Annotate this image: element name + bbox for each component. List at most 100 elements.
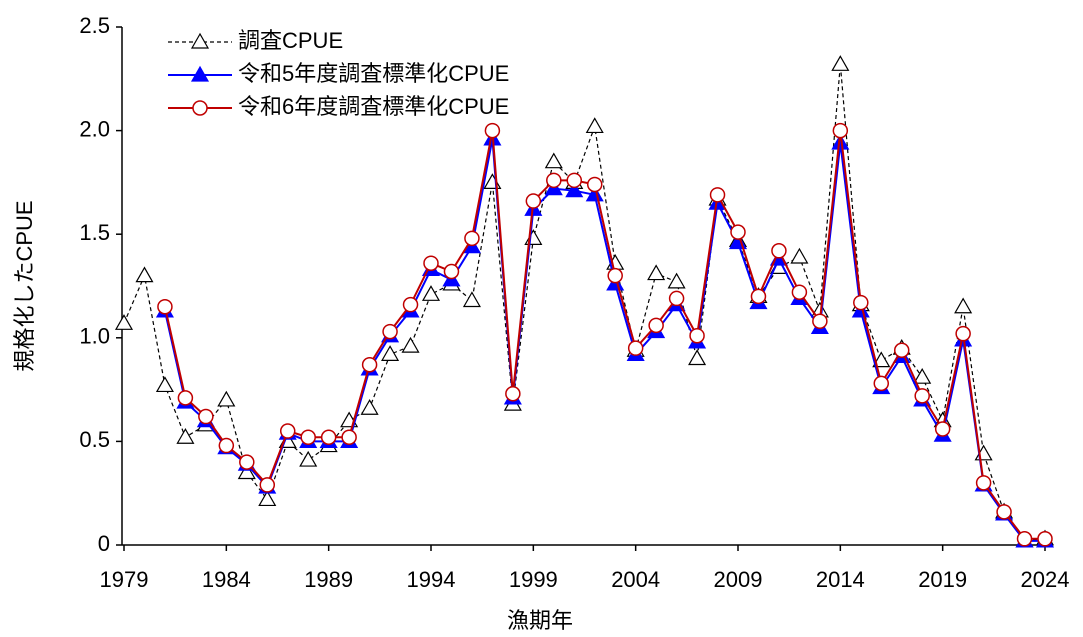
x-tick-label: 1979 — [100, 567, 149, 592]
point — [177, 390, 194, 406]
point — [401, 336, 420, 353]
point — [544, 152, 563, 169]
point — [853, 294, 869, 311]
point — [279, 423, 296, 439]
point — [565, 181, 584, 198]
point — [382, 323, 398, 340]
x-tick-label: 1989 — [304, 567, 353, 592]
x-tick-label: 2019 — [918, 567, 967, 592]
point — [566, 172, 583, 189]
y-tick-label: 1.5 — [79, 220, 110, 245]
y-axis-label: 規格化したCPUE — [12, 200, 37, 371]
x-tick-label: 2014 — [816, 567, 865, 592]
point — [668, 290, 685, 307]
point — [975, 475, 992, 491]
y-tick-label: 1.0 — [79, 324, 110, 349]
point — [421, 285, 441, 301]
point — [524, 229, 543, 245]
point — [462, 291, 481, 308]
point — [464, 230, 480, 247]
x-tick-label: 1994 — [407, 567, 456, 592]
point — [217, 390, 236, 407]
x-axis-label: 漁期年 — [507, 608, 573, 633]
point — [750, 288, 767, 305]
point — [667, 272, 686, 289]
point — [709, 187, 726, 203]
point — [586, 176, 603, 193]
point — [771, 243, 787, 259]
point — [832, 122, 849, 139]
legend-marker — [192, 100, 208, 116]
x-tick-label: 1999 — [509, 567, 558, 592]
point — [239, 454, 255, 470]
legend-label: 調査CPUE — [238, 28, 343, 53]
point — [831, 133, 850, 150]
y-tick-label: 0 — [98, 531, 110, 556]
x-tick-label: 2024 — [1021, 567, 1070, 592]
point — [872, 351, 891, 368]
point — [360, 399, 379, 415]
y-tick-label: 2.0 — [79, 116, 110, 141]
x-tick-label: 1984 — [202, 567, 251, 592]
y-tick-label: 0.5 — [79, 427, 110, 452]
point — [258, 490, 277, 507]
point — [791, 284, 808, 300]
series-line — [123, 64, 1046, 542]
point — [730, 224, 746, 240]
point — [341, 429, 357, 446]
point — [300, 429, 316, 446]
point — [812, 313, 828, 329]
point — [381, 345, 400, 361]
point — [627, 340, 644, 356]
point — [893, 342, 910, 358]
x-tick-label: 2009 — [714, 567, 763, 592]
point — [135, 266, 154, 283]
point — [689, 327, 705, 344]
point — [299, 450, 318, 467]
point — [934, 421, 951, 437]
point — [402, 296, 419, 313]
point — [320, 429, 337, 446]
point — [443, 263, 460, 280]
point — [361, 356, 378, 373]
y-tick-label: 2.5 — [79, 13, 110, 38]
point — [176, 428, 195, 444]
point — [198, 408, 214, 425]
point — [505, 385, 521, 402]
point — [955, 325, 971, 342]
x-tick-label: 2004 — [611, 567, 660, 592]
point — [525, 193, 542, 209]
legend-label: 令和5年度調査標準化CPUE — [238, 61, 509, 86]
point — [585, 185, 604, 202]
point — [647, 264, 666, 281]
legend-marker — [190, 65, 210, 82]
point — [1037, 531, 1053, 547]
point — [1016, 531, 1033, 547]
point — [114, 314, 134, 330]
legend-marker — [190, 32, 210, 49]
point — [996, 504, 1012, 520]
point — [914, 388, 930, 404]
point — [790, 247, 809, 264]
point — [546, 172, 562, 189]
point — [913, 367, 932, 384]
point — [688, 349, 707, 366]
point — [954, 297, 973, 314]
series-line — [163, 130, 1045, 540]
point — [607, 267, 623, 284]
point — [155, 376, 174, 393]
legend-label: 令和6年度調査標準化CPUE — [238, 94, 509, 119]
point — [831, 55, 850, 71]
point — [585, 117, 604, 134]
point — [259, 477, 276, 493]
point — [423, 255, 439, 271]
point — [483, 173, 502, 189]
point — [648, 317, 664, 334]
point — [218, 437, 235, 454]
point — [237, 463, 256, 480]
point — [157, 298, 173, 315]
point — [484, 122, 501, 139]
series-line — [163, 138, 1045, 542]
point — [873, 375, 890, 392]
